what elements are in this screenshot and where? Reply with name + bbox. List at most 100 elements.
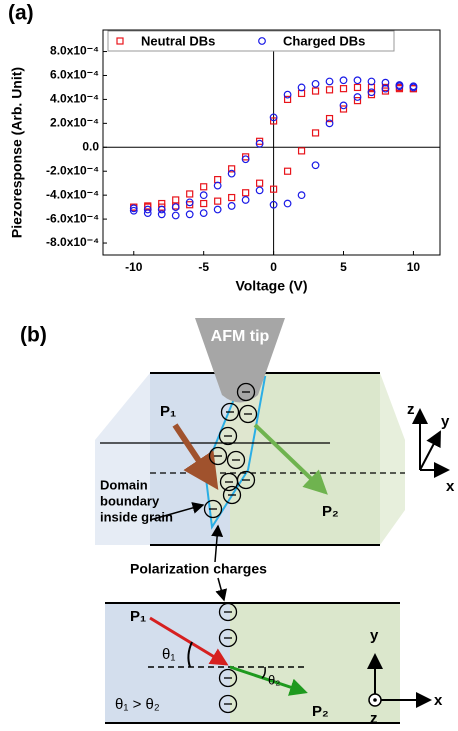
data-point: [185, 198, 194, 207]
data-point: [269, 185, 278, 193]
y-axis-label: Piezoresponse (Arb. Unit): [9, 67, 25, 238]
data-point: [143, 205, 152, 214]
tip-label: AFM tip: [211, 328, 270, 345]
data-point: [200, 199, 208, 208]
data-point: [157, 210, 166, 219]
angle-diagram: P₁ P₂ θ₁ θ₂ θ₁ > θ₂ y x z: [105, 602, 443, 727]
data-point: [213, 205, 222, 214]
plot-frame: [102, 29, 441, 256]
theta1-label: θ₁: [162, 646, 175, 663]
y-tick-label: -8.0x10⁻⁴: [46, 235, 99, 249]
data-point: [269, 200, 278, 209]
axis-label: y: [370, 627, 379, 644]
data-point: [339, 101, 348, 110]
legend-box: [107, 30, 395, 52]
x-tick-label: 10: [407, 260, 421, 274]
data-point: [367, 88, 376, 97]
data-point: [255, 139, 264, 148]
pointer: [211, 524, 224, 563]
boundary-label: boundary: [100, 493, 160, 508]
data-point: [228, 165, 236, 173]
axis-label: x: [434, 692, 443, 709]
charge: [218, 426, 238, 446]
data-point: [116, 37, 124, 45]
y-tick-label: 2.0x10⁻⁴: [50, 116, 99, 130]
afm-tip: [195, 318, 285, 403]
axis-label: y: [441, 413, 450, 430]
data-point: [256, 179, 264, 187]
data-point: [258, 37, 266, 45]
charge: [218, 694, 238, 714]
data-point: [311, 87, 320, 95]
data-point: [227, 202, 236, 210]
data-point: [311, 129, 320, 137]
data-point: [311, 79, 320, 88]
data-point: [227, 169, 236, 178]
charge: [238, 404, 258, 424]
pointer: [215, 577, 228, 602]
data-point: [186, 190, 194, 198]
chart: (a) 8.0x10⁻⁴ 6.0x10⁻⁴ 4.0x10⁻⁴ 2.0x10⁻⁴ 0.0 -2…: [8, 2, 441, 294]
p2-arrow: [229, 665, 308, 696]
data-point: [199, 191, 208, 200]
y-tick-label: 4.0x10⁻⁴: [50, 92, 99, 106]
data-point: [297, 83, 306, 92]
data-point: [214, 197, 222, 205]
data-point: [171, 211, 180, 220]
p2-label: P₂: [312, 703, 329, 720]
data-point: [157, 205, 166, 214]
axis-z-dot: [373, 698, 377, 702]
charges: [203, 382, 258, 519]
data-point: [283, 95, 292, 104]
x-tick-label: 0: [270, 260, 277, 274]
data-point: [325, 119, 334, 128]
legend-label: Neutral DBs: [141, 33, 215, 48]
data-point: [200, 183, 208, 191]
boundary-label: inside grain: [100, 509, 173, 524]
y-tick-label: -4.0x10⁻⁴: [46, 187, 99, 201]
data-point: [325, 86, 334, 94]
data-point: [367, 77, 376, 86]
charge: [218, 628, 238, 648]
theta2-label: θ₂: [268, 672, 280, 687]
data-point: [172, 196, 180, 204]
data-point: [297, 147, 306, 155]
charge: [208, 446, 228, 466]
p1-label: P₁: [130, 608, 146, 625]
data-point: [381, 78, 390, 87]
panel-label: (b): [20, 324, 47, 347]
p1-label: P₁: [160, 403, 176, 420]
data-point: [269, 113, 278, 122]
data-point: [339, 76, 348, 85]
axis-label: x: [446, 478, 455, 495]
boundary-label: Domain: [100, 477, 148, 492]
data-point: [297, 191, 306, 200]
data-point: [395, 82, 404, 91]
data-point: [409, 82, 418, 91]
charges: [218, 602, 238, 714]
y-tick-label: -6.0x10⁻⁴: [46, 211, 99, 225]
data-point: [325, 77, 334, 86]
charge: [220, 402, 240, 422]
x-tick-label: -10: [125, 260, 143, 274]
charge: [218, 668, 238, 688]
data-point: [255, 186, 264, 195]
data-point: [311, 161, 320, 170]
data-point: [171, 203, 180, 212]
data-point: [199, 209, 208, 218]
data-point: [241, 196, 250, 204]
data-point: [353, 83, 362, 92]
data-point: [283, 167, 292, 175]
x-axis-label: Voltage (V): [235, 278, 307, 294]
charge: [222, 485, 242, 505]
pointer: [149, 502, 205, 521]
y-tick-label: 6.0x10⁻⁴: [50, 68, 99, 82]
p1-arrow: [172, 423, 219, 490]
data-point: [353, 93, 362, 101]
domain-diagram: (b) AFM tip P₁ P₂ Domain boundary inside…: [20, 318, 455, 602]
p2-label: P₂: [322, 503, 339, 520]
data-point: [325, 114, 334, 123]
data-point: [381, 84, 390, 93]
